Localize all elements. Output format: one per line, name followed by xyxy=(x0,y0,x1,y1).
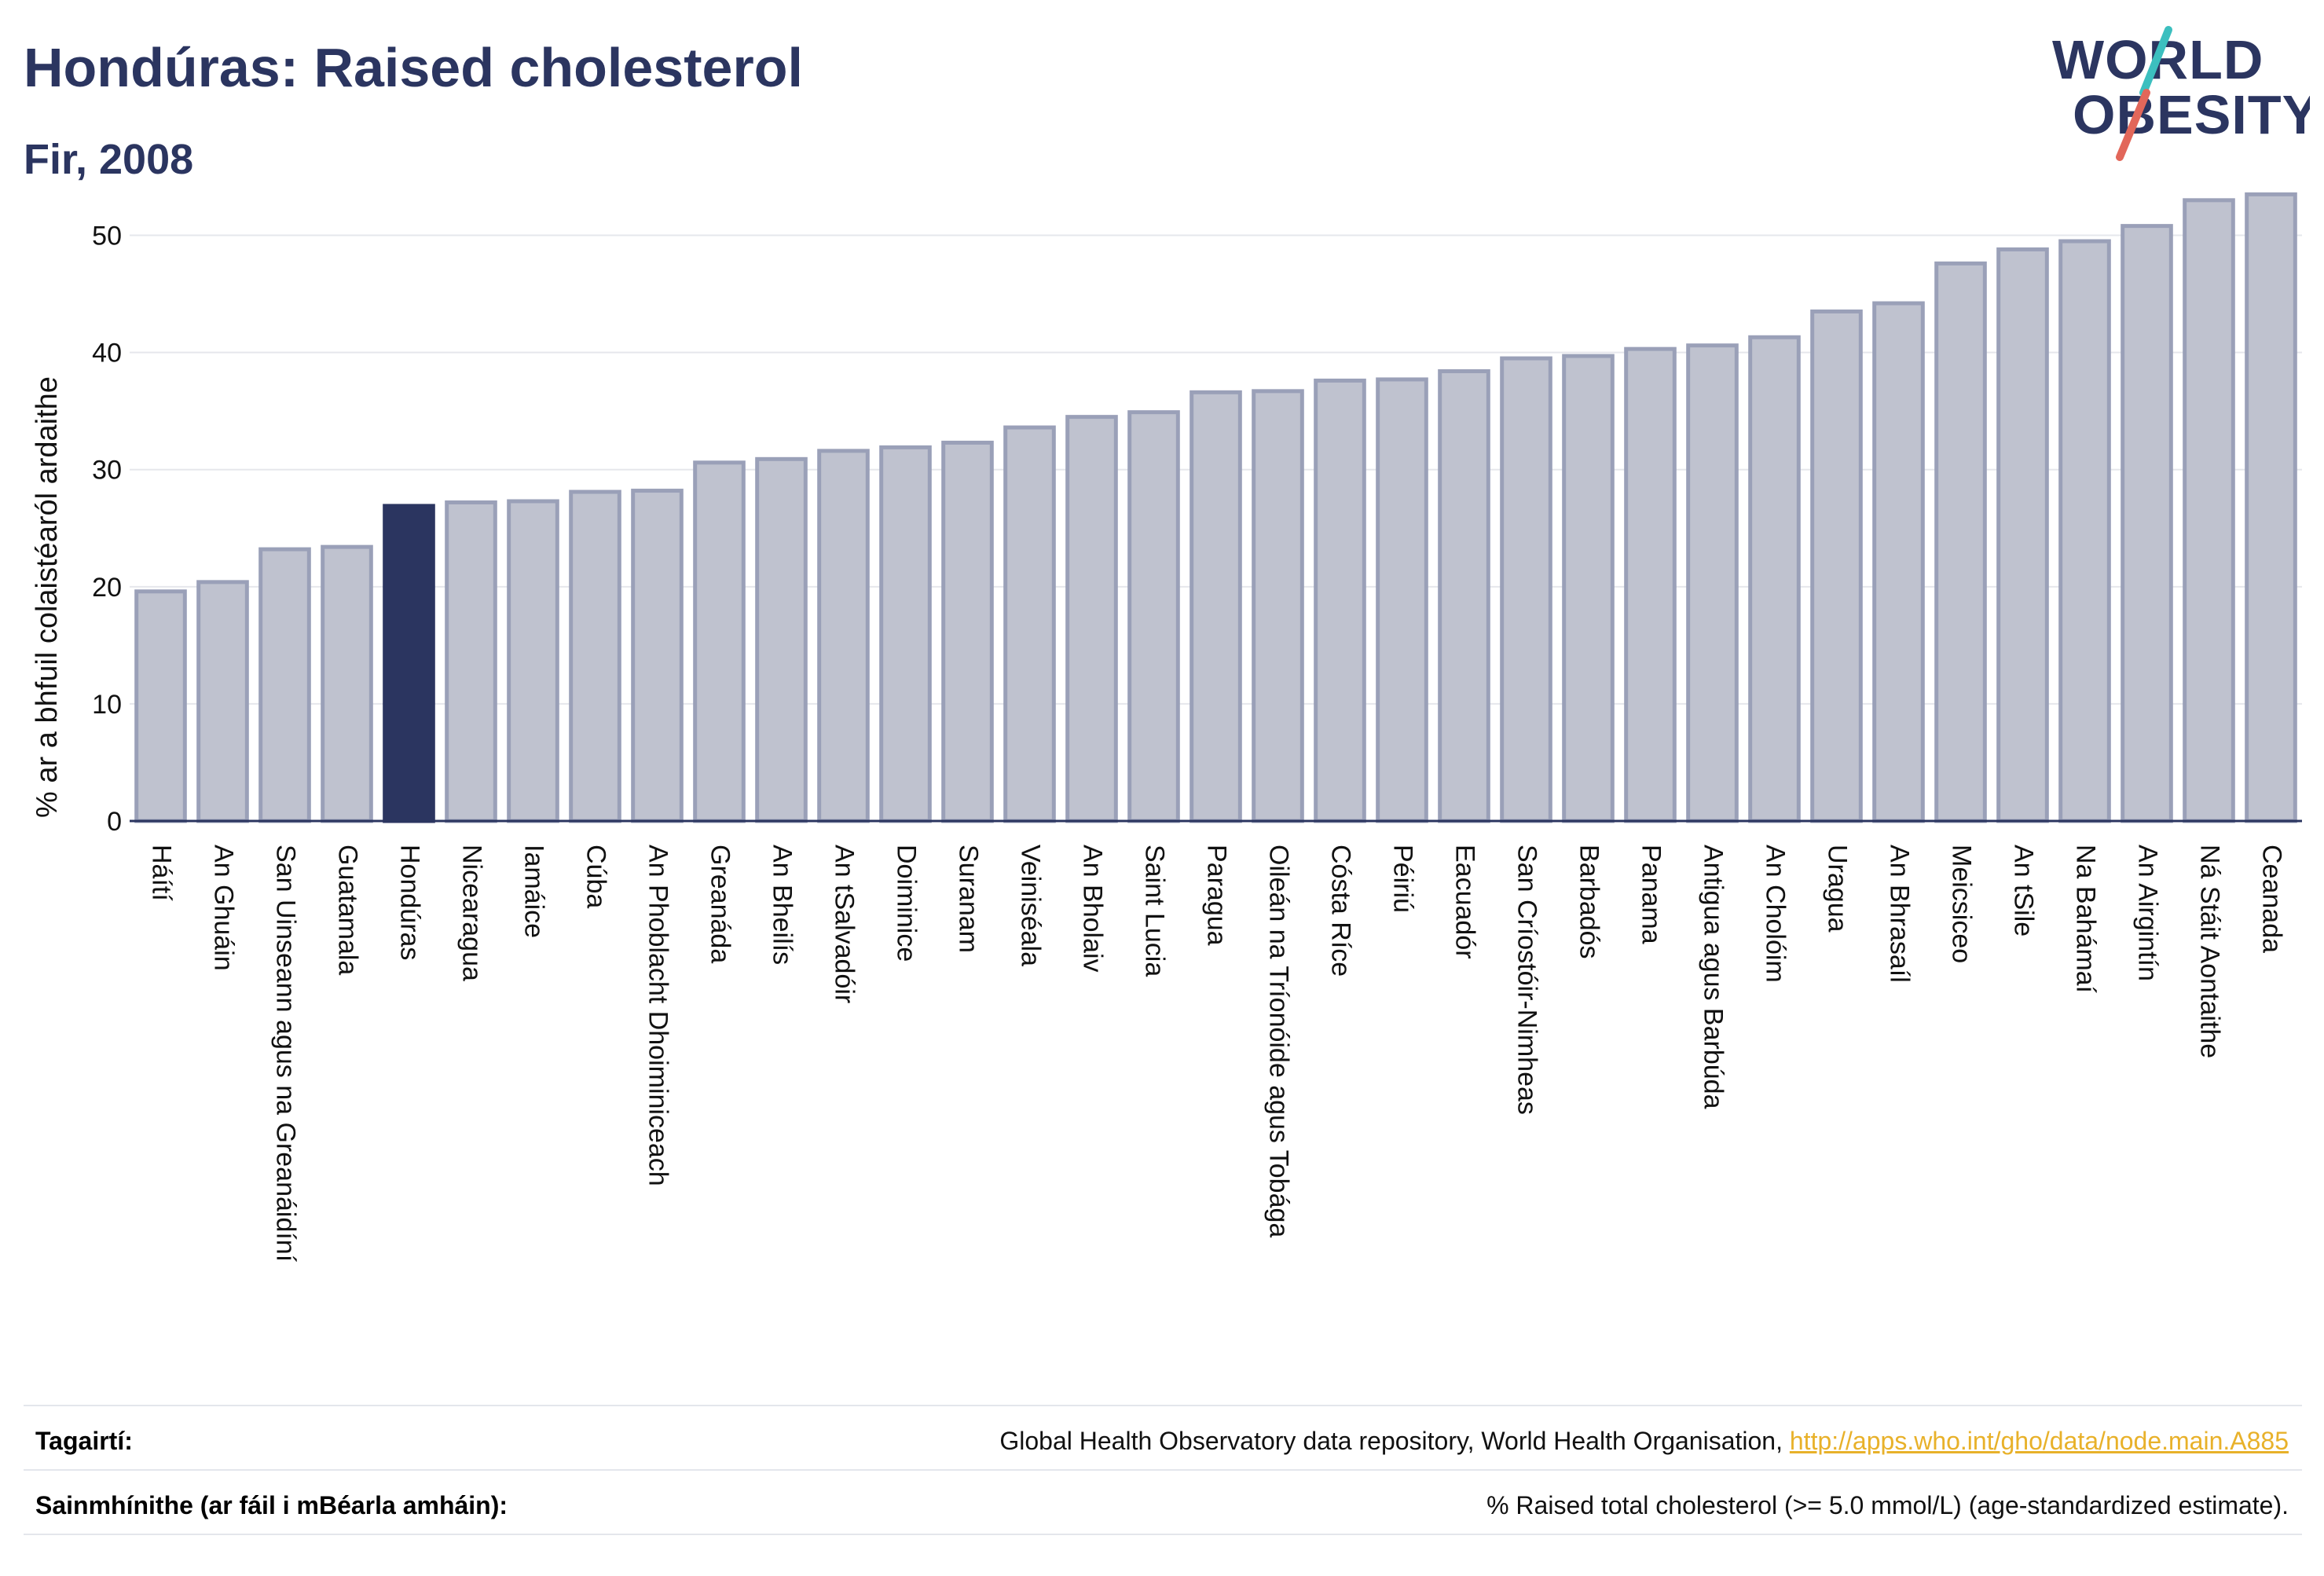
x-tick-label: Meicsiceo xyxy=(1947,845,1977,963)
bar-uragua[interactable] xyxy=(1810,309,1863,823)
logo-line2: OBESITY xyxy=(2073,84,2310,145)
x-tick-label: An Bholaiv xyxy=(1078,845,1108,973)
footer-divider-bottom xyxy=(24,1534,2302,1535)
y-tick-label: 0 xyxy=(107,807,122,837)
x-tick-label: Na Bahámaí xyxy=(2071,845,2101,994)
bar-san-críostóir-nimheas[interactable] xyxy=(1500,356,1552,823)
references-text: Global Health Observatory data repositor… xyxy=(999,1427,1790,1455)
x-tick-label: San Uinseann agus na Greanáidíní xyxy=(271,845,301,1263)
x-tick-label: Panama xyxy=(1637,845,1666,944)
y-tick-label: 40 xyxy=(92,339,122,368)
references-link[interactable]: http://apps.who.int/gho/data/node.main.A… xyxy=(1789,1427,2289,1455)
bar-na-bahámaí[interactable] xyxy=(2058,239,2111,823)
bar-panama[interactable] xyxy=(1624,346,1677,823)
bar-cósta-ríce[interactable] xyxy=(1314,378,1366,823)
x-tick-label: An Airgintín xyxy=(2133,845,2163,981)
bar-eacuadór[interactable] xyxy=(1438,368,1490,823)
bar-an-bholaiv[interactable] xyxy=(1065,415,1118,823)
x-tick-label: Hondúras xyxy=(395,845,425,960)
bar-meicsiceo[interactable] xyxy=(1934,261,1987,823)
x-tick-label: Ceanada xyxy=(2257,845,2287,953)
y-tick-label: 10 xyxy=(92,690,122,720)
bar-péiriú[interactable] xyxy=(1376,377,1428,823)
x-tick-label: An tSile xyxy=(2009,845,2039,936)
bar-paragua[interactable] xyxy=(1189,390,1242,823)
logo-slash-teal xyxy=(2139,26,2172,97)
y-tick-label: 50 xyxy=(92,222,122,251)
x-tick-label: Saint Lucia xyxy=(1140,845,1170,977)
x-tick-label: Cósta Ríce xyxy=(1326,845,1356,977)
bar-suranam[interactable] xyxy=(941,440,994,823)
bar-háítí[interactable] xyxy=(134,589,187,823)
bar-an-tsalvadóir[interactable] xyxy=(817,449,870,823)
axes: 0 10 20 30 40 50 Háítí An Ghuáin San Uinseann ag… xyxy=(92,222,2302,1263)
y-axis-label: % ar a bhfuil colaistéaról ardaithe xyxy=(31,376,64,818)
definitions-label: Sainmhínithe (ar fáil i mBéarla amháin): xyxy=(35,1491,508,1519)
bar-greanáda[interactable] xyxy=(693,460,746,823)
x-tick-label: An Bheilís xyxy=(768,845,797,965)
bar-veiniséala[interactable] xyxy=(1003,425,1056,823)
x-tick-label: Veiniséala xyxy=(1016,845,1046,966)
bar-ceanada[interactable] xyxy=(2245,192,2297,823)
bar-nicearagua[interactable] xyxy=(445,500,497,823)
references-value: Global Health Observatory data repositor… xyxy=(999,1427,2289,1456)
bar-iamáice[interactable] xyxy=(507,499,559,823)
bar-oileán-na-tríonóide-agus-tobága[interactable] xyxy=(1252,389,1304,823)
bar-an-airgintín[interactable] xyxy=(2121,224,2173,823)
bar-ná-stáit-aontaithe[interactable] xyxy=(2183,198,2235,823)
x-tick-label: An Cholóim xyxy=(1761,845,1791,983)
y-tick-label: 30 xyxy=(92,456,122,486)
x-tick-label: Doiminice xyxy=(892,845,922,962)
world-obesity-logo: WORLD OBESITY xyxy=(2052,26,2310,161)
bar-saint-lucia[interactable] xyxy=(1127,410,1180,823)
x-tick-label: Paragua xyxy=(1202,845,1232,946)
bar-an-ghuáin[interactable] xyxy=(196,580,249,823)
x-tick-label: Antigua agus Barbúda xyxy=(1699,845,1728,1109)
bar-cúba[interactable] xyxy=(569,489,621,823)
bar-barbadós[interactable] xyxy=(1562,354,1615,823)
x-tick-label: An Bhrasaíl xyxy=(1885,845,1915,983)
x-tick-label: An tSalvadóir xyxy=(830,845,860,1003)
x-tick-label: Oileán na Tríonóide agus Tobága xyxy=(1264,845,1294,1237)
bar-an-bheilís[interactable] xyxy=(755,456,808,823)
bar-antigua-agus-barbúda[interactable] xyxy=(1686,343,1739,823)
chart-subtitle: Fir, 2008 xyxy=(24,136,194,183)
footer-divider-top xyxy=(24,1405,2302,1406)
bar-an-cholóim[interactable] xyxy=(1748,335,1801,823)
bars xyxy=(134,192,2297,823)
bar-guatamala[interactable] xyxy=(321,544,373,823)
x-tick-label: Péiriú xyxy=(1388,845,1418,913)
bar-doiminice[interactable] xyxy=(879,445,932,823)
definitions-value: % Raised total cholesterol (>= 5.0 mmol/… xyxy=(1486,1491,2289,1519)
bar-an-bhrasaíl[interactable] xyxy=(1872,301,1925,823)
references-label: Tagairtí: xyxy=(35,1427,133,1455)
x-tick-label: Háítí xyxy=(147,845,177,901)
x-tick-label: Suranam xyxy=(954,845,984,953)
logo-slash-coral xyxy=(2116,89,2150,161)
x-tick-label: Uragua xyxy=(1823,845,1853,933)
x-tick-label: Barbadós xyxy=(1574,845,1604,959)
x-tick-label: Nicearagua xyxy=(457,845,487,981)
bar-an-phoblacht-dhoiminiceach[interactable] xyxy=(631,489,684,823)
bar-an-tsile[interactable] xyxy=(1996,247,2049,823)
x-tick-label: Cúba xyxy=(581,845,611,908)
x-tick-label: Eacuadór xyxy=(1450,845,1480,959)
x-tick-label: Iamáice xyxy=(519,845,549,938)
x-tick-label: Guatamala xyxy=(333,845,363,975)
bar-san-uinseann-agus-na-greanáidíní[interactable] xyxy=(258,547,311,823)
y-tick-label: 20 xyxy=(92,573,122,603)
footer-divider-middle xyxy=(24,1469,2302,1471)
bar-hondúras[interactable] xyxy=(383,504,435,823)
x-tick-label: San Críostóir-Nimheas xyxy=(1512,845,1542,1115)
chart-title: Hondúras: Raised cholesterol xyxy=(24,37,803,98)
x-tick-label: An Phoblacht Dhoiminiceach xyxy=(643,845,673,1186)
x-tick-label: An Ghuáin xyxy=(209,845,239,971)
x-tick-label: Ná Stáit Aontaithe xyxy=(2195,845,2225,1058)
x-tick-label: Greanáda xyxy=(706,845,735,963)
